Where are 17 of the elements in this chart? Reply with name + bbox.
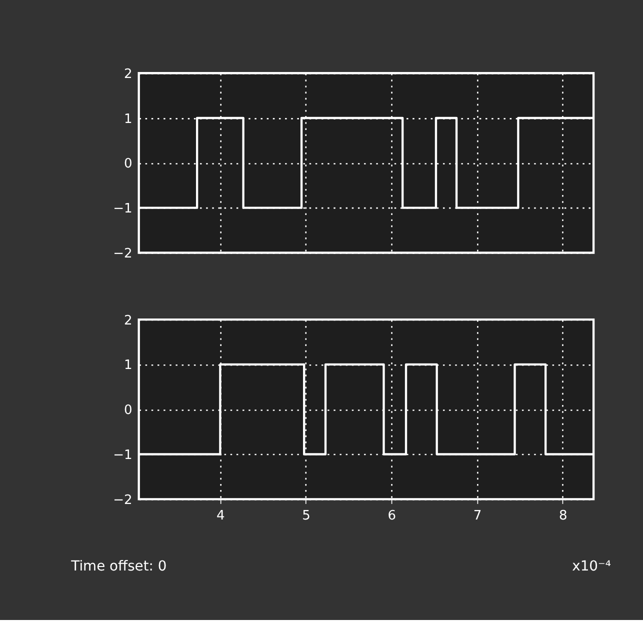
- y-tick-label: 1: [124, 112, 132, 127]
- x-tick-label: 4: [216, 508, 225, 524]
- y-tick-label: −1: [113, 202, 132, 217]
- text: x10⁻⁴: [572, 558, 612, 574]
- y-tick-label: 2: [124, 66, 132, 82]
- y-tick-label: 0: [124, 156, 132, 172]
- text: Time offset: 0: [70, 558, 167, 574]
- y-tick-label: 0: [124, 403, 132, 418]
- x-tick-label: 6: [388, 508, 396, 524]
- x-tick-label: 7: [473, 508, 482, 524]
- x-tick-label: 8: [559, 508, 568, 524]
- x-tick-label: 5: [302, 508, 310, 524]
- y-tick-label: −2: [113, 246, 132, 262]
- y-tick-label: −2: [113, 492, 132, 508]
- y-tick-label: −1: [113, 448, 132, 464]
- y-tick-label: 2: [124, 313, 132, 328]
- y-tick-label: 1: [124, 358, 132, 374]
